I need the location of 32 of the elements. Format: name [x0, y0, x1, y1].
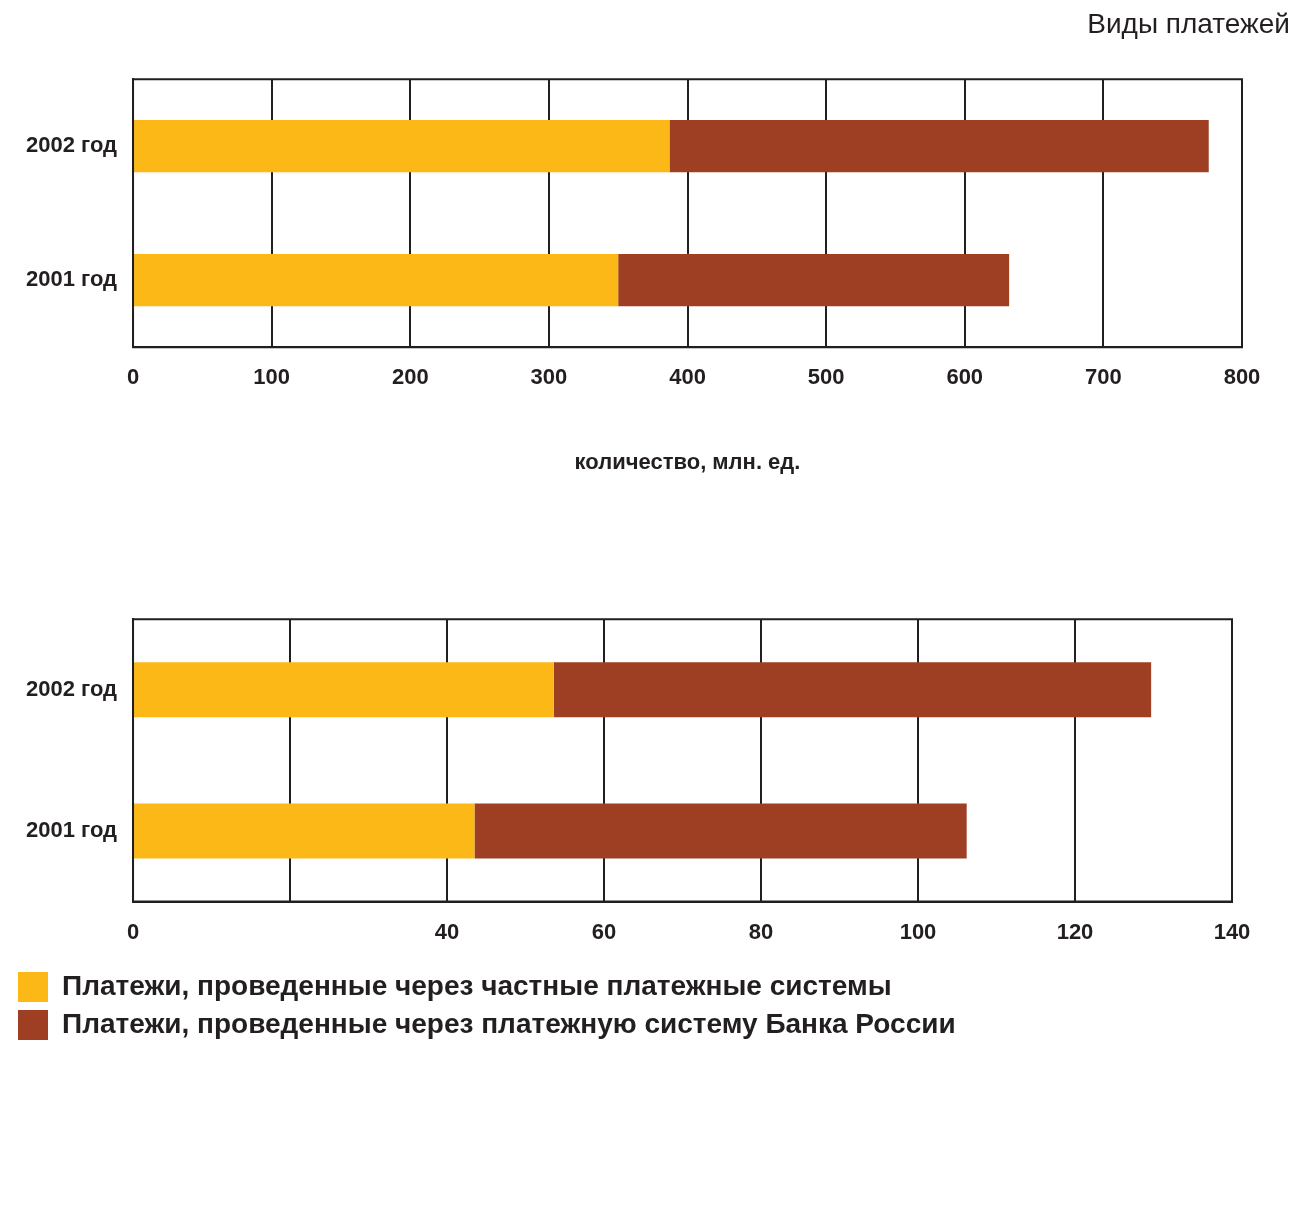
x-tick-label: 500 — [807, 364, 845, 390]
x-axis-title: количество, млн. ед. — [574, 448, 801, 474]
bar — [474, 803, 967, 859]
legend-label: Платежи, проведенные через частные платежные системы — [62, 969, 892, 1001]
bar — [134, 120, 670, 173]
x-tick-label: 700 — [1085, 364, 1122, 390]
x-tick-label: 80 — [748, 918, 774, 944]
bar — [618, 254, 1010, 307]
x-tick-label: 100 — [253, 364, 291, 390]
y-tick-label: 2002 год — [25, 675, 118, 701]
x-tick-label: 0 — [126, 364, 140, 390]
y-tick-label: 2001 год — [25, 266, 118, 292]
x-tick-label: 0 — [126, 918, 140, 944]
bar — [553, 662, 1152, 718]
x-tick-label: 120 — [1056, 918, 1094, 944]
y-tick-label: 2001 год — [25, 817, 118, 843]
bar — [134, 254, 619, 307]
bar — [669, 120, 1209, 173]
x-tick-label: 100 — [899, 918, 937, 944]
chart-title: Виды платежей — [1087, 8, 1290, 40]
x-tick-label: 140 — [1213, 918, 1251, 944]
x-tick-label: 60 — [591, 918, 617, 944]
x-tick-label: 200 — [391, 364, 429, 390]
legend-label: Платежи, проведенные через платежную систему Банка России — [62, 1007, 956, 1039]
x-tick-label: 600 — [946, 364, 984, 390]
x-tick-label: 300 — [530, 364, 568, 390]
x-tick-label: 400 — [669, 364, 706, 390]
x-tick-label: 40 — [434, 918, 460, 944]
x-tick-label: 800 — [1223, 364, 1261, 390]
y-tick-label: 2002 год — [25, 132, 118, 158]
bar — [134, 662, 554, 718]
bar — [134, 803, 475, 859]
